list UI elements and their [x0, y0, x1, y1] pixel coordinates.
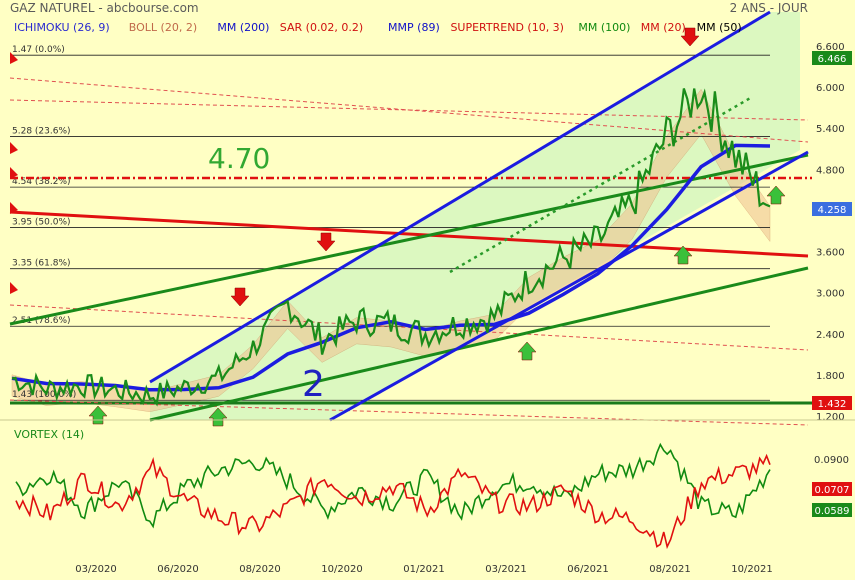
- vortex-plus-value: 0.0589: [815, 506, 850, 517]
- edge-marker: [10, 142, 18, 154]
- edge-marker: [10, 52, 18, 64]
- fibonacci-label: 1.47 (0.0%): [12, 45, 65, 55]
- edge-marker: [10, 167, 18, 179]
- vortex-plus-badge: [812, 503, 852, 517]
- date-tick-label: 10/2020: [321, 564, 363, 575]
- period-label: 2 ANS - JOUR: [730, 1, 808, 15]
- legend-item: MM (50): [697, 21, 742, 34]
- high-price-badge: [812, 51, 852, 65]
- price-tick-label: 3.600: [816, 248, 845, 259]
- price-tick-label: 1.800: [816, 371, 845, 382]
- price-tick-label: 2.400: [816, 330, 845, 341]
- fibonacci-label: 2.51 (78.6%): [12, 316, 71, 326]
- date-tick-label: 03/2020: [75, 564, 117, 575]
- date-tick-label: 06/2021: [567, 564, 609, 575]
- dotted-projection-line: [449, 95, 753, 274]
- channel-lower-line: [329, 150, 809, 422]
- legend-item: MM (20): [641, 21, 686, 34]
- vortex-tick-label: 0.0900: [814, 455, 849, 466]
- vortex-minus-value: 0.0707: [815, 485, 850, 496]
- last-price-value: 4.258: [818, 205, 847, 216]
- edge-marker: [10, 282, 18, 294]
- price-tick-label: 4.800: [816, 165, 845, 176]
- vortex-plus-line: [15, 442, 771, 529]
- high-price-value: 6.466: [818, 54, 847, 65]
- buy-signal-arrow: [88, 405, 108, 425]
- vortex-layer: [15, 442, 771, 550]
- moving-averages-layer: [11, 143, 771, 392]
- channel-upper-line: [149, 10, 771, 384]
- buy-signal-arrow: [766, 185, 786, 205]
- date-tick-label: 06/2020: [157, 564, 199, 575]
- price-tick-label: 3.000: [816, 289, 845, 300]
- fibonacci-label: 3.35 (61.8%): [12, 259, 71, 269]
- fibonacci-label: 1.43 (100.0%): [12, 390, 76, 400]
- price-line: [11, 88, 771, 407]
- dashed-trendline: [9, 99, 809, 121]
- price-tick-label: 6.600: [816, 42, 845, 53]
- price-series-layer: [11, 88, 771, 407]
- ichimoku-cloud-layer: [11, 88, 771, 412]
- fibonacci-label: 4.54 (38.2%): [12, 177, 71, 187]
- date-tick-label: 08/2021: [649, 564, 691, 575]
- price-axis-layer: 6.600 6.000 5.400 4.800 3.600 3.000 2.400 1.800…: [816, 42, 845, 423]
- channel-fill: [150, 12, 800, 420]
- price-tick-label: 5.400: [816, 124, 845, 135]
- legend-item: MM (200): [217, 21, 269, 34]
- legend-item: MM (100): [578, 21, 630, 34]
- level-annotation: 4.70: [208, 142, 270, 175]
- green-upper-trendline: [9, 153, 809, 326]
- low-price-value: 1.432: [818, 399, 847, 410]
- fibonacci-label: 5.28 (23.6%): [12, 126, 71, 136]
- sell-signal-arrow: [316, 232, 336, 252]
- vortex-minus-line: [15, 453, 771, 550]
- vortex-title: VORTEX (14): [14, 428, 84, 441]
- channel-fill-layer: [150, 12, 800, 420]
- sell-signal-arrow: [230, 287, 250, 307]
- buy-signal-arrow: [517, 341, 537, 361]
- fibonacci-label: 3.95 (50.0%): [12, 218, 71, 228]
- buy-signal-arrow: [673, 245, 693, 265]
- green-lower-trendline: [149, 266, 809, 422]
- legend-item: SAR (0.02, 0.2): [280, 21, 363, 34]
- legend-item: SUPERTREND (10, 3): [450, 21, 564, 34]
- date-tick-label: 01/2021: [403, 564, 445, 575]
- sell-signal-arrow: [680, 27, 700, 47]
- ichimoku-cloud: [11, 88, 771, 412]
- last-price-badge: [812, 202, 852, 216]
- chart-title: GAZ NATUREL - abcbourse.com: [10, 1, 199, 15]
- legend-item: MMP (89): [388, 21, 440, 34]
- price-tick-label: 6.000: [816, 83, 845, 94]
- resistance-trendline: [9, 210, 809, 258]
- edge-marker: [10, 202, 18, 214]
- legend-item: ICHIMOKU (26, 9): [14, 21, 110, 34]
- moving-average-line: [11, 143, 771, 392]
- wave-annotation: 2: [302, 364, 325, 405]
- date-tick-label: 08/2020: [239, 564, 281, 575]
- vortex-minus-badge: [812, 482, 852, 496]
- indicator-legend: ICHIMOKU (26, 9) BOLL (20, 2) MM (200) SAR …: [14, 21, 742, 34]
- legend-item: BOLL (20, 2): [129, 21, 197, 34]
- date-axis: 03/2020 06/2020 08/2020 10/2020 01/2021 03/20…: [75, 564, 773, 575]
- low-price-badge: [812, 396, 852, 410]
- buy-signal-arrow: [208, 407, 228, 427]
- date-tick-label: 03/2021: [485, 564, 527, 575]
- price-tick-label: 1.200: [816, 412, 845, 423]
- date-tick-label: 10/2021: [731, 564, 773, 575]
